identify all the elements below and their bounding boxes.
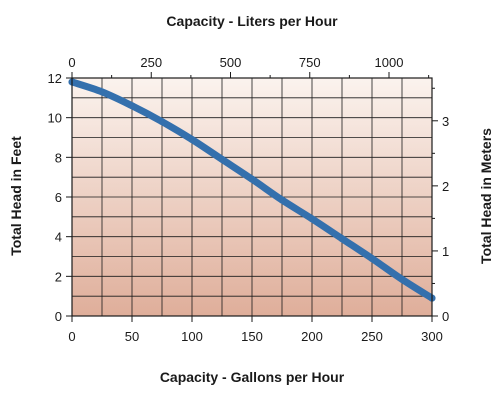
top-axis-title: Capacity - Liters per Hour bbox=[166, 13, 338, 29]
y-left-tick-label: 8 bbox=[55, 150, 62, 165]
y-right-tick-label: 3 bbox=[442, 114, 449, 129]
right-axis-title: Total Head in Meters bbox=[478, 128, 494, 264]
x-top-tick-label: 750 bbox=[299, 55, 321, 70]
pump-curve-point bbox=[248, 175, 256, 183]
pump-curve-point bbox=[218, 155, 226, 163]
x-bottom-tick-label: 100 bbox=[181, 329, 203, 344]
x-bottom-tick-label: 50 bbox=[125, 329, 139, 344]
x-top-tick-label: 0 bbox=[68, 55, 75, 70]
pump-curve-point bbox=[278, 196, 286, 204]
pump-curve-point bbox=[398, 275, 406, 283]
y-left-tick-label: 10 bbox=[48, 111, 62, 126]
x-bottom-tick-label: 0 bbox=[68, 329, 75, 344]
pump-curve-point bbox=[128, 102, 136, 110]
series-layer bbox=[68, 78, 436, 302]
x-top-tick-label: 250 bbox=[140, 55, 162, 70]
pump-curve-point bbox=[98, 88, 106, 96]
y-left-tick-label: 12 bbox=[48, 71, 62, 86]
x-bottom-tick-label: 300 bbox=[421, 329, 443, 344]
x-top-tick-label: 500 bbox=[220, 55, 242, 70]
y-right-tick-label: 2 bbox=[442, 179, 449, 194]
y-left-tick-label: 0 bbox=[55, 309, 62, 324]
pump-curve-point bbox=[158, 118, 166, 126]
pump-curve-point bbox=[308, 215, 316, 223]
y-left-tick-label: 4 bbox=[55, 230, 62, 245]
pump-curve-point bbox=[368, 254, 376, 262]
x-bottom-tick-label: 200 bbox=[301, 329, 323, 344]
y-left-tick-label: 6 bbox=[55, 190, 62, 205]
pump-curve-point bbox=[338, 235, 346, 243]
left-axis-title: Total Head in Feet bbox=[8, 136, 24, 256]
plot-border bbox=[71, 77, 433, 317]
x-bottom-tick-label: 250 bbox=[361, 329, 383, 344]
y-left-tick-label: 2 bbox=[55, 269, 62, 284]
x-bottom-tick-label: 150 bbox=[241, 329, 263, 344]
bottom-axis-title: Capacity - Gallons per Hour bbox=[160, 369, 345, 385]
pump-curve-point bbox=[188, 135, 196, 143]
y-right-tick-label: 0 bbox=[442, 309, 449, 324]
y-right-tick-label: 1 bbox=[442, 244, 449, 259]
x-top-tick-label: 1000 bbox=[375, 55, 404, 70]
